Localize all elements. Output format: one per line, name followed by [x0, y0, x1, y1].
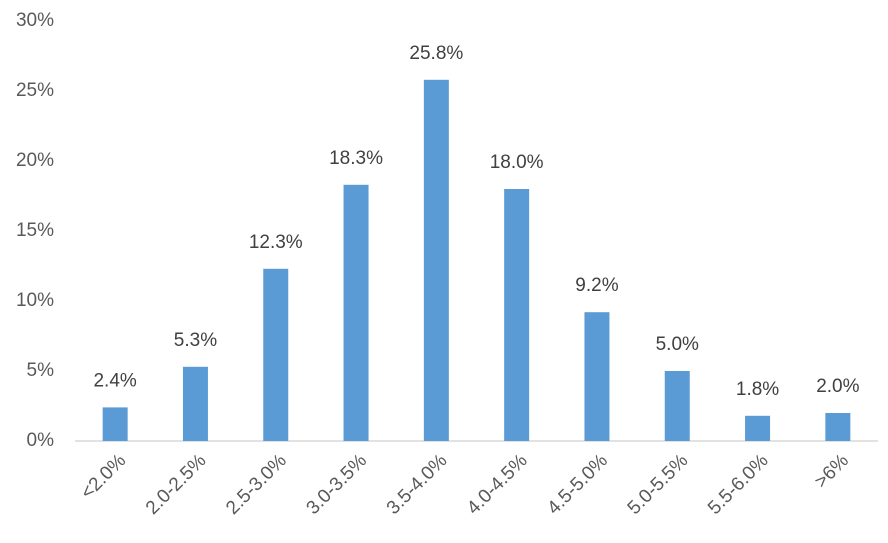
- x-tick-label: 3.0-3.5%: [303, 450, 372, 519]
- bar: [182, 366, 208, 441]
- bar: [504, 189, 530, 441]
- x-tick-label: 5.0-5.5%: [624, 450, 693, 519]
- value-label: 18.3%: [329, 148, 383, 169]
- y-tick-label: 25%: [16, 80, 54, 101]
- y-tick-label: 15%: [16, 220, 54, 241]
- bar: [745, 415, 771, 441]
- bar: [102, 407, 128, 441]
- bar: [584, 312, 610, 441]
- y-tick-label: 10%: [16, 290, 54, 311]
- value-label: 12.3%: [249, 232, 303, 253]
- bar: [664, 371, 690, 441]
- y-tick-label: 5%: [27, 360, 55, 381]
- bar: [825, 413, 851, 441]
- x-tick-label: 5.5-6.0%: [704, 450, 773, 519]
- x-tick-label: >6%: [811, 450, 853, 492]
- bar: [343, 184, 369, 442]
- x-tick-label: 2.0-2.5%: [142, 450, 211, 519]
- y-tick-label: 0%: [27, 430, 55, 451]
- x-tick-label: 4.0-4.5%: [463, 450, 532, 519]
- value-label: 2.0%: [816, 376, 859, 397]
- bar: [423, 79, 449, 442]
- y-tick-label: 30%: [16, 10, 54, 31]
- bar: [263, 268, 289, 441]
- value-label: 18.0%: [490, 152, 544, 173]
- value-label: 25.8%: [409, 43, 463, 64]
- x-tick-label: 3.5-4.0%: [383, 450, 452, 519]
- value-label: 5.3%: [174, 330, 217, 351]
- x-tick-label: 4.5-5.0%: [543, 450, 612, 519]
- value-label: 1.8%: [736, 379, 779, 400]
- value-label: 2.4%: [93, 370, 136, 391]
- x-tick-label: 2.5-3.0%: [222, 450, 291, 519]
- value-label: 5.0%: [656, 334, 699, 355]
- value-label: 9.2%: [575, 275, 618, 296]
- y-tick-label: 20%: [16, 150, 54, 171]
- x-tick-label: <2.0%: [77, 450, 130, 503]
